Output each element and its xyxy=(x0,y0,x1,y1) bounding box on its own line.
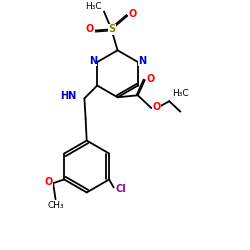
Text: N: N xyxy=(89,56,97,66)
Text: O: O xyxy=(153,102,161,112)
Text: O: O xyxy=(86,24,94,34)
Text: O: O xyxy=(128,10,136,20)
Text: HN: HN xyxy=(60,92,76,102)
Text: O: O xyxy=(44,177,52,187)
Text: CH₃: CH₃ xyxy=(47,201,64,210)
Text: S: S xyxy=(108,24,116,34)
Text: O: O xyxy=(146,74,154,84)
Text: H₃C: H₃C xyxy=(172,89,188,98)
Text: N: N xyxy=(138,56,146,66)
Text: Cl: Cl xyxy=(115,184,126,194)
Text: H₃C: H₃C xyxy=(86,2,102,11)
